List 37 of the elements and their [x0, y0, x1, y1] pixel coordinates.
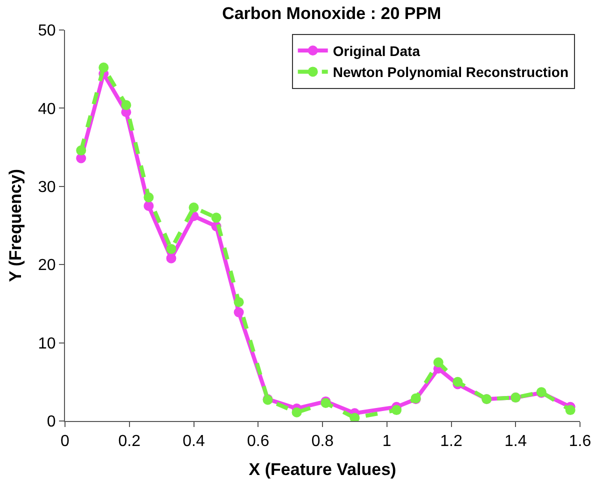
- point: [166, 244, 176, 254]
- point: [234, 297, 244, 308]
- point: [211, 212, 222, 223]
- point: [234, 307, 244, 318]
- y-tick-label: 40: [38, 100, 56, 118]
- x-tick-label: 0: [60, 433, 70, 450]
- x-axis-title: X (Feature Values): [248, 460, 396, 479]
- x-tick-label: 0.2: [118, 433, 141, 450]
- point: [76, 145, 86, 156]
- legend-label: Newton Polynomial Reconstruction: [332, 64, 569, 80]
- x-tick-label: 0.4: [182, 433, 205, 450]
- x-tick-label: 0.8: [311, 433, 334, 450]
- y-tick-label: 0: [46, 414, 56, 431]
- y-tick-label: 20: [38, 257, 56, 274]
- y-axis-title: Y (Frequency): [6, 168, 25, 282]
- x-tick-label: 1.2: [440, 433, 462, 450]
- point: [350, 412, 360, 421]
- point: [144, 192, 154, 202]
- point: [121, 100, 132, 110]
- point: [292, 407, 302, 418]
- x-tick-label: 0.6: [247, 433, 270, 450]
- point: [188, 202, 199, 213]
- y-tick-label: 10: [38, 335, 56, 352]
- point: [144, 200, 154, 211]
- point: [452, 376, 463, 387]
- y-tick-label: 30: [38, 179, 56, 196]
- chart-title: Carbon Monoxide : 20 PPM: [222, 4, 442, 24]
- point: [392, 405, 402, 416]
- point: [565, 405, 576, 416]
- point: [166, 253, 176, 264]
- x-tick-label: 1: [382, 433, 392, 450]
- x-tick-label: 1.4: [504, 433, 527, 450]
- point: [98, 62, 109, 73]
- point: [433, 357, 444, 368]
- y-tick-label: 50: [38, 22, 56, 40]
- x-tick-label: 1.6: [568, 433, 592, 450]
- legend-label: Original Data: [332, 42, 420, 59]
